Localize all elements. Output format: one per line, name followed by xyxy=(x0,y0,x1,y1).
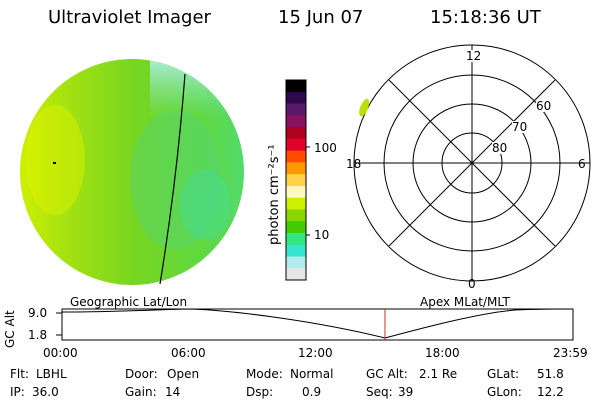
timeline-y-axis-label: GC Alt xyxy=(3,310,17,348)
dsp-label: Dsp: xyxy=(246,385,274,399)
colorbar-segment xyxy=(286,209,306,222)
timeline-x-tick: 12:00 xyxy=(298,346,333,360)
mlt-label-18: 18 xyxy=(346,157,362,171)
door-value: Open xyxy=(167,367,200,381)
mlat-label-70: 70 xyxy=(512,120,528,134)
colorbar-segment xyxy=(286,185,306,199)
mlat-label-80: 80 xyxy=(492,141,508,155)
gcalt-label: GC Alt: xyxy=(366,367,408,381)
observation-time: 15:18:36 UT xyxy=(430,7,541,28)
colorbar-segment xyxy=(286,103,306,116)
colorbar-tick-10: 10 xyxy=(314,228,330,242)
gain-label: Gain: xyxy=(125,385,157,399)
mlt-label-12: 12 xyxy=(466,49,482,63)
gcalt-value: 2.1 Re xyxy=(419,367,458,381)
timeline-y-tick-low: 1.8 xyxy=(28,328,48,342)
colorbar-segment xyxy=(286,268,306,281)
colorbar-segment xyxy=(286,115,306,128)
colorbar-unit-label: photon cm⁻²s⁻¹ xyxy=(267,144,282,245)
seq-value: 39 xyxy=(398,385,414,399)
glat-value: 51.8 xyxy=(537,367,564,381)
mlt-label-0: 0 xyxy=(468,277,476,291)
timeline-label-left: Geographic Lat/Lon xyxy=(70,295,188,309)
colorbar-segment xyxy=(286,221,306,234)
glat-label: GLat: xyxy=(487,367,520,381)
ip-value: 36.0 xyxy=(32,385,59,399)
colorbar-segment xyxy=(286,174,306,187)
colorbar-segment xyxy=(286,244,306,257)
flt-value: LBHL xyxy=(36,367,67,381)
observation-date: 15 Jun 07 xyxy=(278,7,364,28)
timeline-x-tick: 06:00 xyxy=(171,346,206,360)
glon-label: GLon: xyxy=(487,385,522,399)
colorbar-frame xyxy=(285,79,307,281)
timeline-label-right: Apex MLat/MLT xyxy=(420,295,510,309)
ip-label: IP: xyxy=(10,385,25,399)
colorbar-segment xyxy=(286,91,306,105)
mode-value: Normal xyxy=(290,367,334,381)
timeline-y-tick-high: 9.0 xyxy=(28,306,48,320)
gain-value: 14 xyxy=(165,385,181,399)
colorbar-segment xyxy=(286,150,306,163)
colorbar-segment xyxy=(286,162,306,175)
timeline-x-tick: 00:00 xyxy=(43,346,78,360)
colorbar-segment xyxy=(286,80,306,93)
mode-label: Mode: xyxy=(246,367,283,381)
app-title: Ultraviolet Imager xyxy=(48,7,211,28)
timeline-x-tick: 18:00 xyxy=(425,346,460,360)
mlt-label-6: 6 xyxy=(578,157,586,171)
mlat-label-60: 60 xyxy=(536,99,552,113)
timeline-x-tick: 23:59 xyxy=(553,346,588,360)
colorbar-segment xyxy=(286,256,306,269)
dsp-value: 0.9 xyxy=(302,385,322,399)
colorbar-segment xyxy=(286,232,306,246)
colorbar-segment xyxy=(286,127,306,140)
flt-label: Flt: xyxy=(10,367,29,381)
colorbar-segment xyxy=(286,138,306,152)
door-label: Door: xyxy=(125,367,158,381)
colorbar-tick-100: 100 xyxy=(314,141,337,155)
colorbar-segment xyxy=(286,197,306,210)
seq-label: Seq: xyxy=(366,385,393,399)
glon-value: 12.2 xyxy=(537,385,564,399)
